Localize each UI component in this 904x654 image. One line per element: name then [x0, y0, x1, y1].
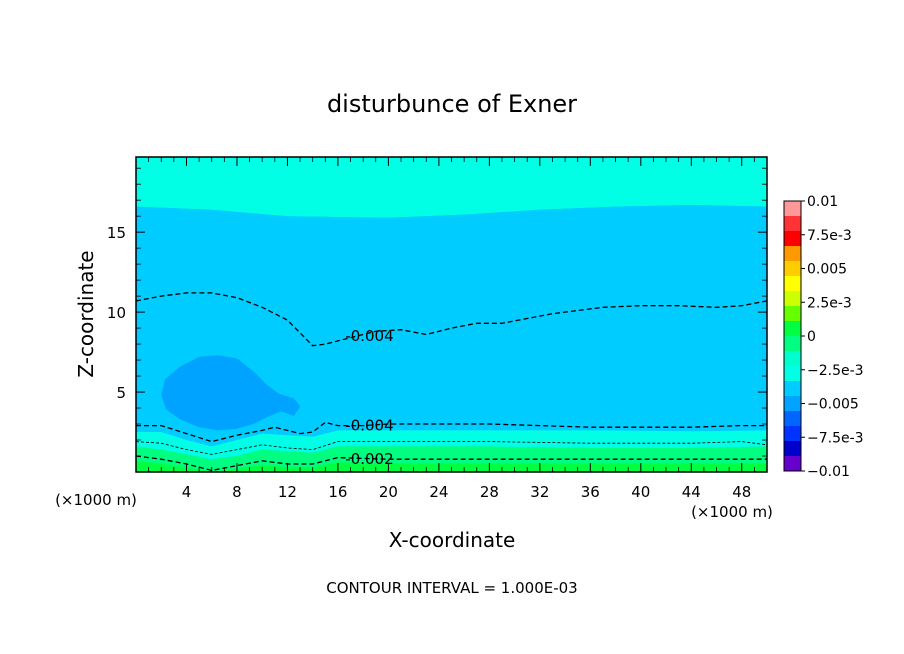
- x-tick-label-6: 28: [480, 483, 499, 501]
- x-axis-label: X-coordinate: [389, 528, 516, 552]
- colorbar-swatch-16: [784, 441, 801, 457]
- colorbar-swatch-17: [784, 456, 801, 472]
- colorbar-swatch-14: [784, 411, 801, 427]
- colorbar-swatch-5: [784, 276, 801, 292]
- colorbar-swatch-0: [784, 201, 801, 217]
- x-tick-label-1: 8: [232, 483, 242, 501]
- colorbar-swatch-9: [784, 336, 801, 352]
- colorbar-label-6: −0.005: [807, 397, 859, 413]
- y-tick-label-1: 10: [107, 304, 126, 322]
- colorbar-label-4: 0: [807, 329, 816, 345]
- colorbar-swatch-11: [784, 366, 801, 382]
- colorbar-label-5: −2.5e-3: [807, 363, 864, 379]
- contour-labels: -0.004 -0.004 -0.002: [345, 327, 393, 468]
- shaded-regions: [136, 157, 767, 472]
- colorbar: [783, 200, 802, 472]
- contour-line-2: [135, 441, 768, 455]
- contour-line-1: [136, 421, 767, 443]
- contour-interval-note: CONTOUR INTERVAL = 1.000E-03: [326, 579, 577, 597]
- colorbar-swatch-13: [784, 396, 801, 412]
- x-tick-label-2: 12: [278, 483, 297, 501]
- x-tick-label-10: 44: [682, 483, 701, 501]
- colorbar-swatch-10: [784, 351, 801, 367]
- x-tick-labels: 4 8 12 16 20 24 28 32 36 40 44 48: [182, 483, 752, 501]
- colorbar-label-1: 7.5e-3: [807, 228, 852, 244]
- region-0: [136, 157, 767, 218]
- colorbar-swatch-8: [784, 321, 801, 337]
- colorbar-label-7: −7.5e-3: [807, 430, 864, 446]
- x-tick-label-3: 16: [328, 483, 347, 501]
- colorbar-label-3: 2.5e-3: [807, 295, 852, 311]
- contour-label-0: -0.004: [345, 327, 393, 345]
- x-tick-label-8: 36: [581, 483, 600, 501]
- region-3: [136, 430, 767, 460]
- y-tick-label-0: 5: [116, 384, 126, 402]
- x-tick-label-0: 4: [182, 483, 192, 501]
- x-tick-label-5: 24: [429, 483, 448, 501]
- colorbar-swatch-3: [784, 246, 801, 262]
- contour-lines: [135, 292, 768, 472]
- colorbar-label-2: 0.005: [807, 262, 847, 278]
- y-axis-label: Z-coordinate: [74, 250, 98, 377]
- x-tick-label-11: 48: [732, 483, 751, 501]
- x-unit-left: (×1000 m): [55, 491, 137, 509]
- y-tick-labels: 5 10 15: [107, 224, 126, 402]
- colorbar-swatch-15: [784, 426, 801, 442]
- colorbar-swatch-1: [784, 216, 801, 232]
- chart-title: disturbunce of Exner: [327, 90, 577, 118]
- colorbar-swatch-4: [784, 261, 801, 277]
- colorbar-swatch-7: [784, 306, 801, 322]
- x-tick-label-4: 20: [379, 483, 398, 501]
- colorbar-swatch-6: [784, 291, 801, 307]
- region-2: [161, 355, 301, 431]
- x-unit-right: (×1000 m): [691, 503, 773, 521]
- y-tick-label-2: 15: [107, 224, 126, 242]
- contour-line-0: [135, 292, 768, 347]
- colorbar-label-0: 0.01: [807, 194, 838, 210]
- x-tick-label-9: 40: [631, 483, 650, 501]
- contour-label-1: -0.004: [345, 417, 393, 435]
- x-tick-label-7: 32: [530, 483, 549, 501]
- colorbar-label-8: −0.01: [807, 464, 850, 480]
- plot-area: -0.004 -0.004 -0.002: [135, 156, 768, 473]
- contour-label-2: -0.002: [345, 450, 393, 468]
- region-1: [136, 205, 767, 447]
- region-5: [136, 460, 767, 472]
- colorbar-swatch-2: [784, 231, 801, 247]
- colorbar-labels: 0.01 7.5e-3 0.005 2.5e-3 0 −2.5e-3 −0.005 −7.5e…: [801, 194, 864, 480]
- axis-ticks: [136, 157, 767, 472]
- contour-line-3: [135, 455, 767, 472]
- colorbar-swatch-12: [784, 381, 801, 397]
